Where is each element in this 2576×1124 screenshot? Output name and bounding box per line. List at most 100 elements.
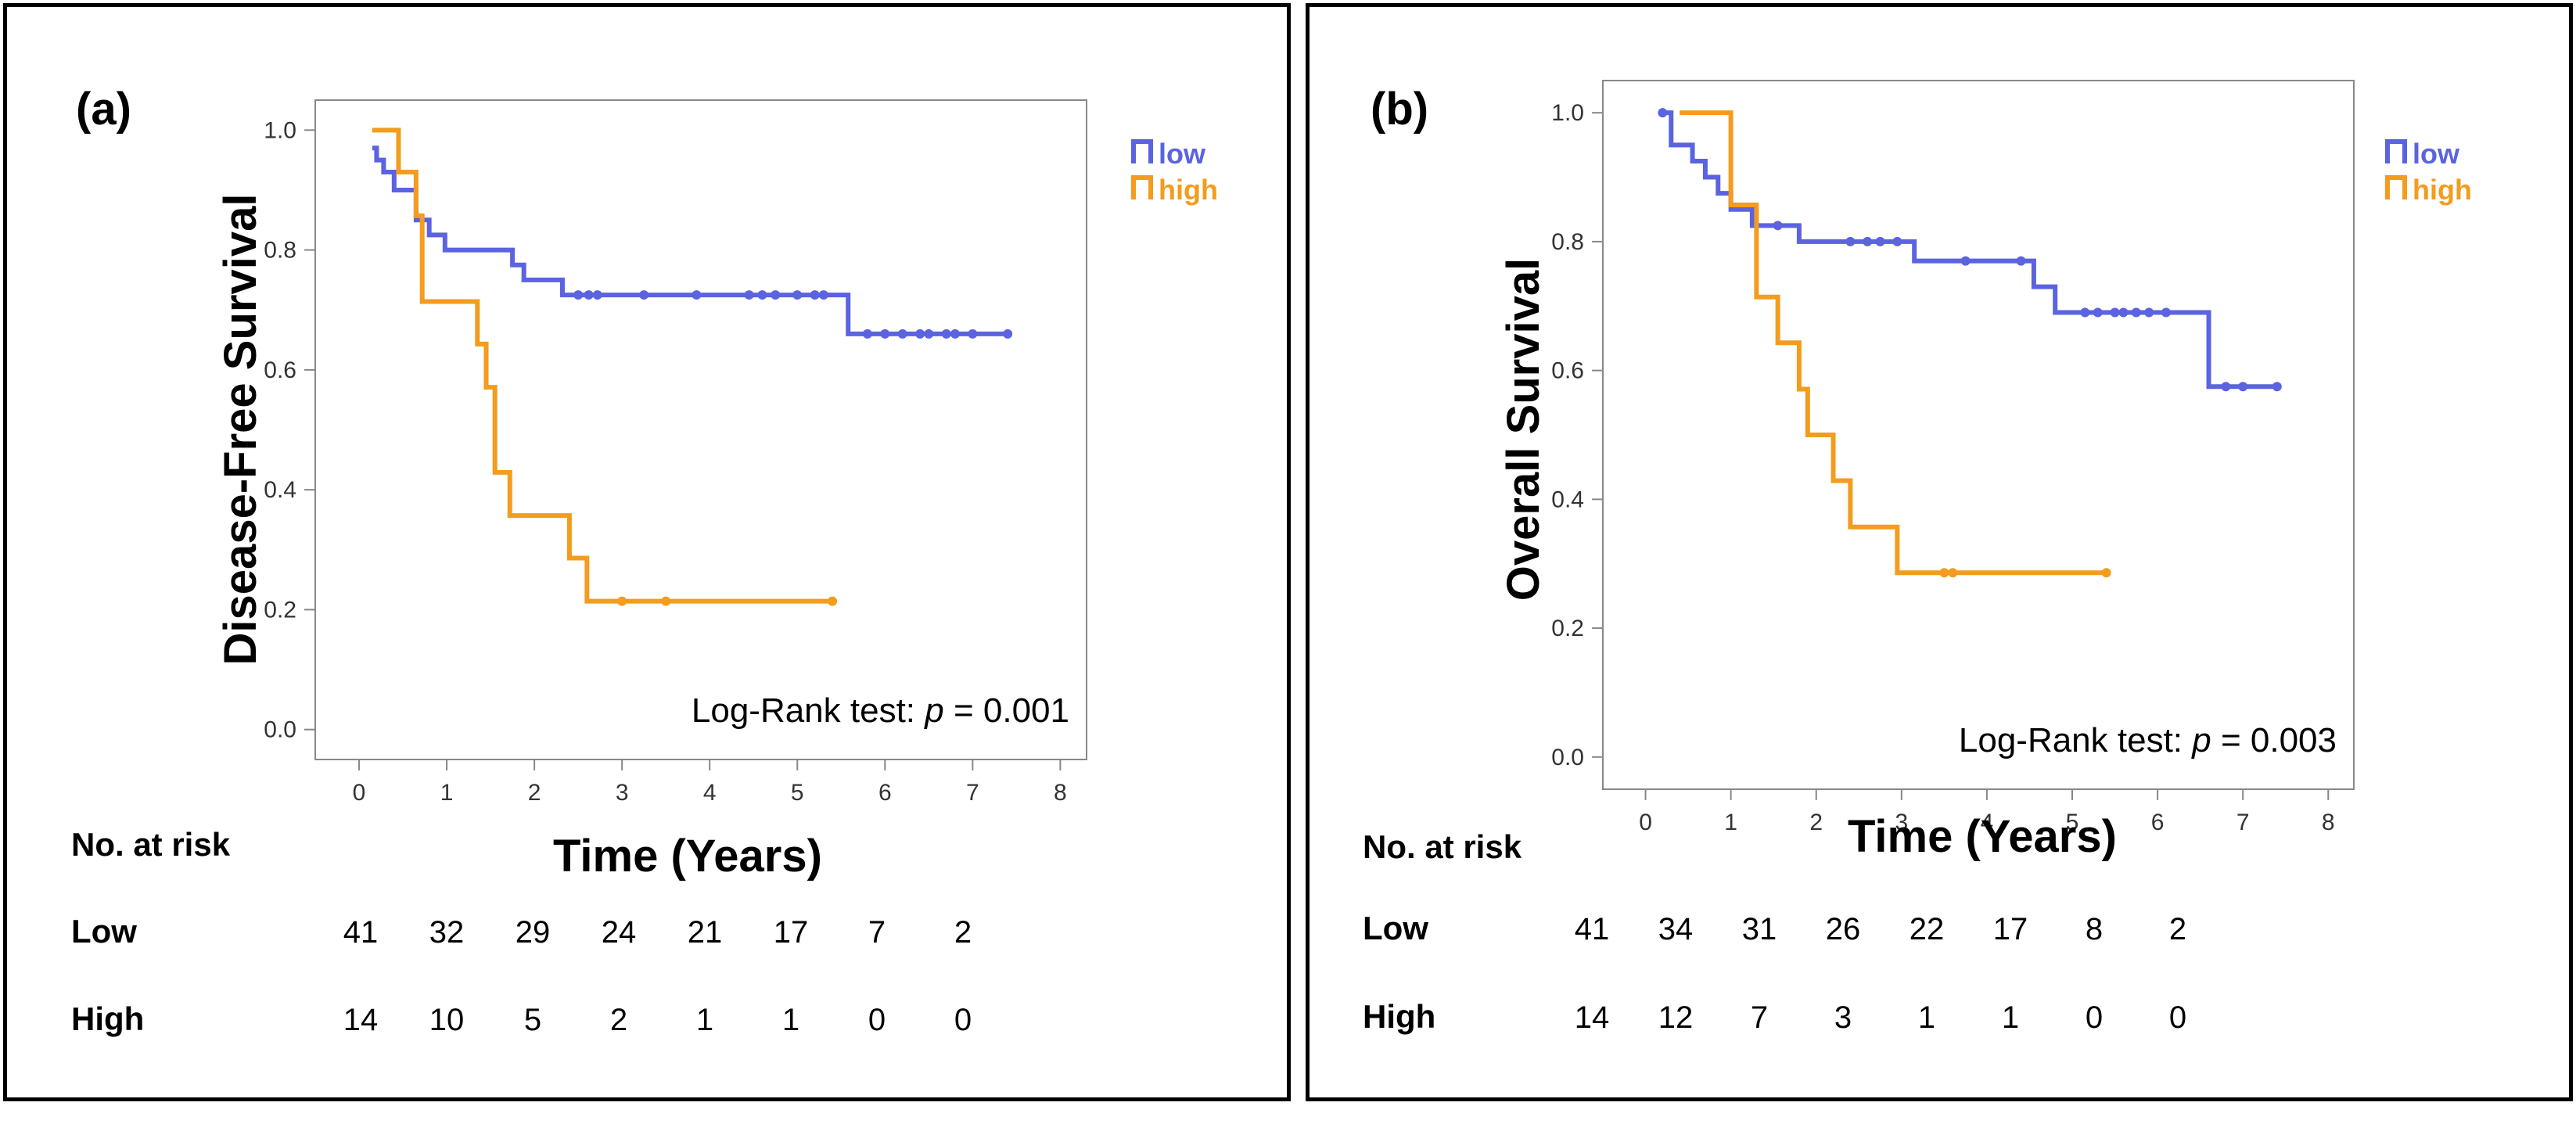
y-tick-label: 0.4	[264, 477, 296, 503]
censor-mark-high	[1948, 568, 1958, 578]
at-risk-value: 7	[868, 915, 886, 950]
y-axis-label: Overall Survival	[1498, 258, 1549, 601]
plot-frame	[314, 99, 1087, 760]
panel-a: (a) 0.0 0.2 0.4 0.6 0.8 1.0 0 1 2 3 4 5 6 7 8 Disease-Fr…	[3, 3, 1291, 1101]
legend-swatch-low	[2385, 139, 2407, 163]
x-tick-label: 4	[703, 780, 717, 806]
censor-mark-low	[818, 290, 828, 300]
x-tick-label: 7	[966, 780, 979, 806]
at-risk-value: 31	[1742, 912, 1777, 946]
logrank-annotation: Log-Rank test: p = 0.001	[692, 691, 1069, 730]
censor-mark-low	[573, 290, 584, 300]
at-risk-value: 32	[429, 915, 465, 950]
at-risk-value: 17	[774, 915, 809, 950]
x-tick-label: 0	[1639, 810, 1652, 835]
censor-mark-low	[897, 329, 907, 339]
x-tick-label: 1	[440, 780, 454, 806]
x-tick-label: 3	[616, 780, 629, 806]
censor-mark-low	[1773, 221, 1783, 231]
censor-mark-low	[950, 329, 960, 339]
legend-label-low: low	[2413, 138, 2460, 170]
y-tick-label: 0.6	[1551, 358, 1584, 384]
km-chart-a: (a) 0.0 0.2 0.4 0.6 0.8 1.0 0 1 2 3 4 5 6 7 8 Disease-Fr…	[71, 84, 1218, 1037]
at-risk-value: 14	[1575, 1000, 1610, 1035]
legend-swatch-high	[1131, 175, 1153, 199]
at-risk-title: No. at risk	[1363, 828, 1522, 865]
at-risk-value: 1	[2002, 1000, 2019, 1035]
at-risk-row-label-high: High	[71, 1000, 144, 1037]
censor-mark-low	[2272, 382, 2282, 392]
censor-mark-low	[2221, 382, 2231, 392]
at-risk-value: 2	[610, 1003, 627, 1037]
censor-mark-low	[639, 290, 649, 300]
panel-b: (b) 0.0 0.2 0.4 0.6 0.8 1.0 0 1 2 3 4 5 6 7 8 Overall Su…	[1306, 3, 2573, 1101]
censor-mark-low	[1845, 236, 1856, 246]
censor-mark-high	[828, 596, 838, 606]
censor-mark-low	[1875, 236, 1885, 246]
at-risk-value: 29	[516, 915, 551, 950]
plot-frame	[1602, 80, 2355, 790]
at-risk-value: 0	[2169, 1000, 2186, 1035]
at-risk-value: 17	[1993, 912, 2028, 946]
at-risk-value: 8	[2086, 912, 2103, 946]
at-risk-title: No. at risk	[71, 826, 231, 863]
y-tick-label: 0.6	[264, 357, 296, 383]
censor-mark-low	[757, 290, 767, 300]
censor-mark-low	[2131, 307, 2141, 318]
censor-mark-low	[2238, 382, 2248, 392]
x-tick-label: 6	[878, 780, 892, 806]
y-tick-label: 0.8	[264, 238, 296, 264]
x-tick-label: 5	[2066, 810, 2079, 835]
censor-mark-low	[941, 329, 951, 339]
at-risk-value: 2	[954, 915, 972, 950]
at-risk-value: 10	[429, 1003, 465, 1037]
y-tick-label: 0.2	[264, 597, 296, 623]
at-risk-value: 7	[1751, 1000, 1768, 1035]
at-risk-value: 34	[1658, 912, 1694, 946]
legend-label-low: low	[1159, 138, 1206, 170]
at-risk-value: 14	[343, 1003, 379, 1037]
at-risk-value: 2	[2169, 912, 2186, 946]
censor-mark-low	[2080, 307, 2090, 318]
censor-mark-low	[584, 290, 594, 300]
at-risk-value: 0	[2086, 1000, 2103, 1035]
censor-mark-low	[744, 290, 754, 300]
censor-mark-low	[692, 290, 702, 300]
censor-mark-low	[1892, 236, 1902, 246]
x-tick-label: 1	[1724, 810, 1737, 835]
x-tick-label: 7	[2236, 810, 2250, 835]
at-risk-value: 0	[868, 1003, 886, 1037]
censor-mark-low	[915, 329, 925, 339]
x-tick-label: 6	[2151, 810, 2165, 835]
at-risk-value: 0	[954, 1003, 972, 1037]
y-tick-label: 0.0	[264, 717, 296, 743]
panel-label: (b)	[1371, 84, 1428, 135]
censor-mark-low	[2144, 307, 2154, 318]
censor-mark-low	[880, 329, 890, 339]
at-risk-value: 12	[1658, 1000, 1694, 1035]
panel-label: (a)	[76, 84, 131, 135]
logrank-annotation: Log-Rank test: p = 0.003	[1959, 721, 2337, 760]
censor-mark-low	[862, 329, 872, 339]
at-risk-value: 26	[1826, 912, 1861, 946]
x-tick-label: 2	[1809, 810, 1823, 835]
censor-mark-high	[617, 596, 627, 606]
censor-mark-low	[924, 329, 934, 339]
at-risk-value: 21	[688, 915, 723, 950]
at-risk-value: 1	[696, 1003, 713, 1037]
x-tick-label: 3	[1895, 810, 1908, 835]
at-risk-row-label-high: High	[1363, 998, 1435, 1035]
legend-swatch-low	[1131, 139, 1153, 163]
censor-mark-low	[1658, 108, 1668, 118]
censor-mark-low	[968, 329, 978, 339]
legend-swatch-high	[2385, 175, 2407, 199]
x-tick-label: 8	[1054, 780, 1067, 806]
y-axis-label: Disease-Free Survival	[215, 194, 266, 666]
at-risk-value: 22	[1910, 912, 1945, 946]
censor-mark-low	[1863, 236, 1873, 246]
x-axis-label: Time (Years)	[1848, 811, 2117, 862]
y-tick-label: 0.8	[1551, 229, 1584, 255]
at-risk-row-label-low: Low	[71, 913, 137, 950]
at-risk-value: 41	[1575, 912, 1610, 946]
